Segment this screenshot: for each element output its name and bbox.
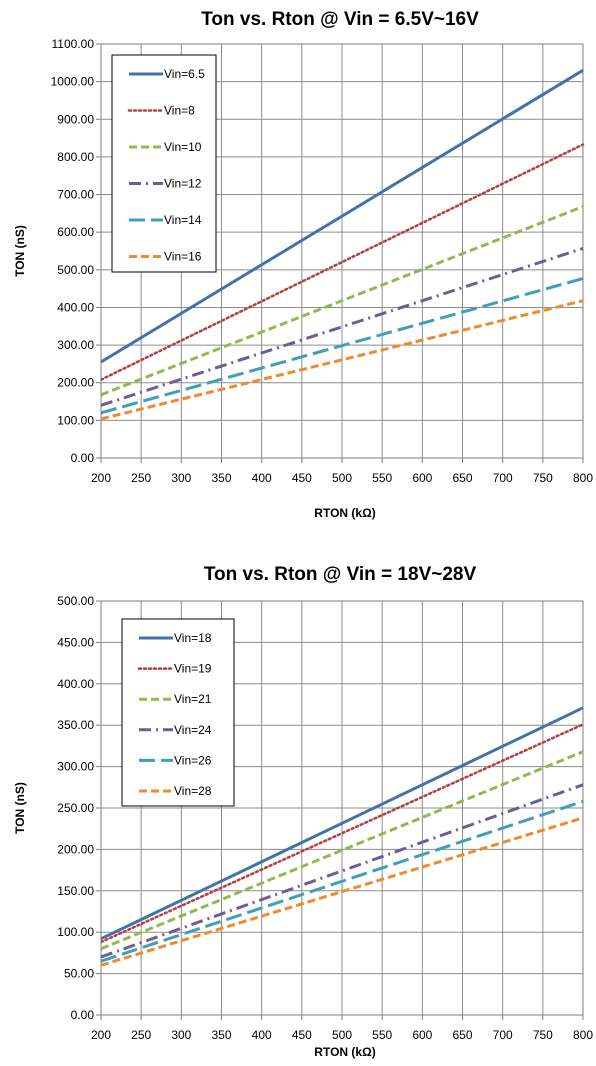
axis-ticks: 200 250 300 350 400 450 500 550 600 650 700 750 800 0… [51,37,594,485]
legend-entry-label: Vin=28 [174,784,212,798]
y-tick-label: 600.00 [57,225,94,239]
legend-entry-label: Vin=14 [164,213,202,227]
legend-entry-label: Vin=6.5 [164,67,205,81]
chart-title: Ton vs. Rton @ Vin = 6.5V~16V [201,9,479,30]
x-tick-label: 250 [131,1028,151,1042]
x-tick-label: 400 [252,1028,272,1042]
legend-entry-label: Vin=18 [174,631,212,645]
y-tick-label: 1000.00 [51,75,95,89]
y-tick-label: 350.00 [57,718,94,732]
legend: Vin=18 Vin=19 Vin=21 Vin=24 Vin=26 Vin=28 [121,618,235,807]
series-line-3 [101,783,584,959]
series-lines [101,69,585,421]
legend-entry-label: Vin=12 [164,177,202,191]
legend-box [121,618,235,807]
x-tick-label: 500 [332,1028,352,1042]
x-tick-label: 800 [573,471,593,485]
x-tick-label: 550 [372,1028,392,1042]
legend-entry-label: Vin=21 [174,692,212,706]
x-tick-label: 600 [412,1028,432,1042]
x-tick-label: 250 [131,471,151,485]
x-tick-label: 600 [412,471,432,485]
chart-title: Ton vs. Rton @ Vin = 18V~28V [204,564,477,585]
series-line-2 [101,750,584,951]
series-line-0 [101,69,584,364]
y-tick-label: 100.00 [57,413,94,427]
chart-ton-18v-28v: Ton vs. Rton @ Vin = 18V~28V 200 250 300 350… [13,564,593,1059]
legend-entry-label: Vin=19 [174,662,212,676]
y-tick-label: 700.00 [57,188,94,202]
x-tick-label: 300 [171,1028,191,1042]
y-tick-label: 0.00 [71,1008,95,1022]
x-tick-label: 550 [372,471,392,485]
y-axis-title: TON (nS) [13,225,27,277]
y-tick-label: 300.00 [57,338,94,352]
y-tick-label: 0.00 [71,451,95,465]
x-tick-label: 700 [493,1028,513,1042]
legend-entry-label: Vin=8 [164,104,195,118]
y-tick-label: 800.00 [57,150,94,164]
series-line-5 [101,299,584,421]
x-tick-label: 700 [493,471,513,485]
legend-entry-label: Vin=26 [174,753,212,767]
x-tick-label: 500 [332,471,352,485]
y-tick-label: 100.00 [57,925,94,939]
legend-entry-label: Vin=24 [174,723,212,737]
x-tick-label: 300 [171,471,191,485]
legend-box [111,54,217,273]
y-tick-label: 450.00 [57,635,94,649]
series-line-1 [101,143,585,381]
x-tick-label: 450 [292,1028,312,1042]
y-tick-label: 300.00 [57,760,94,774]
y-tick-label: 200.00 [57,842,94,856]
series-line-1 [101,723,585,944]
x-tick-label: 350 [211,471,231,485]
x-tick-label: 650 [452,471,472,485]
x-tick-label: 750 [533,471,553,485]
y-tick-label: 150.00 [57,884,94,898]
y-tick-label: 200.00 [57,376,94,390]
series-lines [101,706,585,967]
x-tick-label: 800 [573,1028,593,1042]
chart-ton-6v5-16v: Ton vs. Rton @ Vin = 6.5V~16V 200 250 300 35… [13,9,594,520]
x-tick-label: 450 [292,471,312,485]
legend-entry-label: Vin=16 [164,250,202,264]
y-tick-label: 900.00 [57,112,94,126]
series-line-2 [101,205,584,397]
y-tick-label: 50.00 [64,967,94,981]
series-line-4 [101,277,584,415]
axis-ticks: 200 250 300 350 400 450 500 550 600 650 700 750 800 0… [57,594,593,1042]
x-tick-label: 200 [91,1028,111,1042]
series-line-0 [101,706,584,941]
x-tick-label: 200 [91,471,111,485]
x-tick-label: 350 [211,1028,231,1042]
series-line-5 [101,816,584,967]
y-axis-title: TON (nS) [13,782,27,834]
x-axis-title: RTON (kΩ) [314,1045,375,1059]
x-tick-label: 650 [452,1028,472,1042]
x-tick-label: 400 [252,471,272,485]
legend: Vin=6.5 Vin=8 Vin=10 Vin=12 Vin=14 Vin=16 [111,54,217,273]
y-tick-label: 500.00 [57,263,94,277]
x-axis-title: RTON (kΩ) [314,506,375,520]
y-tick-label: 1100.00 [52,37,95,51]
y-tick-label: 400.00 [57,300,94,314]
y-tick-label: 500.00 [57,594,94,608]
legend-entry-label: Vin=10 [164,140,202,154]
series-line-4 [101,799,584,963]
y-tick-label: 250.00 [57,801,94,815]
x-tick-label: 750 [533,1028,553,1042]
y-tick-label: 400.00 [57,677,94,691]
